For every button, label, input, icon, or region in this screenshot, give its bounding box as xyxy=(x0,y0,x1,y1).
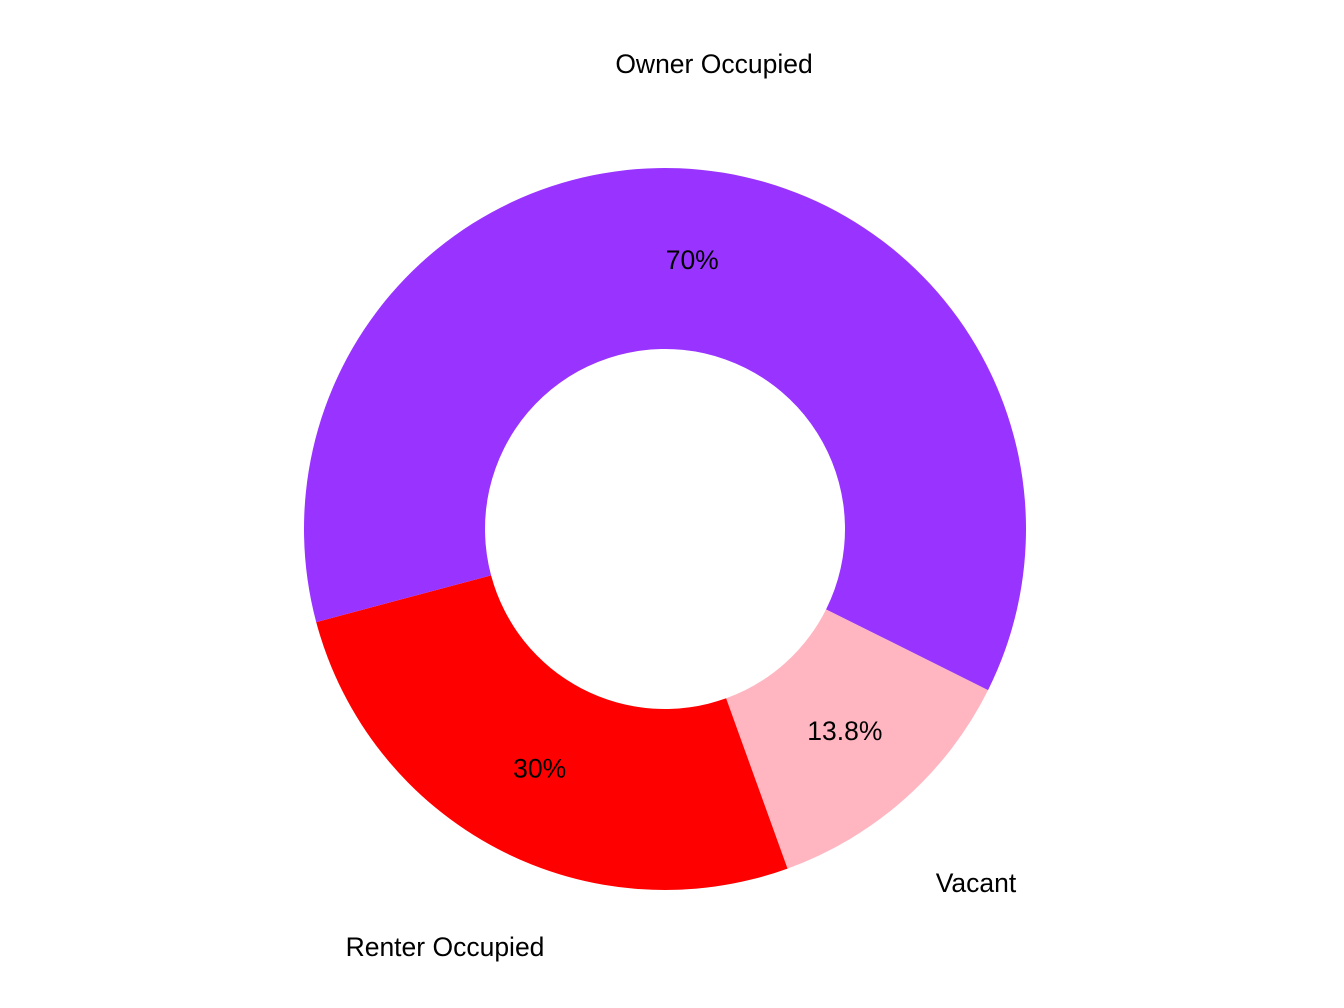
label-renter-occupied: Renter Occupied xyxy=(346,932,545,962)
value-label-renter-occupied: 30% xyxy=(513,754,566,784)
label-vacant: Vacant xyxy=(936,868,1017,898)
slice-vacant xyxy=(726,609,989,869)
value-labels: 13.8% 30% 70% xyxy=(513,245,882,784)
value-label-owner-occupied: 70% xyxy=(666,245,719,275)
value-label-vacant: 13.8% xyxy=(807,716,882,746)
label-owner-occupied: Owner Occupied xyxy=(615,49,812,79)
donut-slices xyxy=(304,167,1026,890)
category-labels: Owner Occupied Renter Occupied Vacant xyxy=(346,49,1017,962)
slice-renter-occupied xyxy=(316,575,788,890)
slice-owner-occupied xyxy=(304,167,1026,691)
